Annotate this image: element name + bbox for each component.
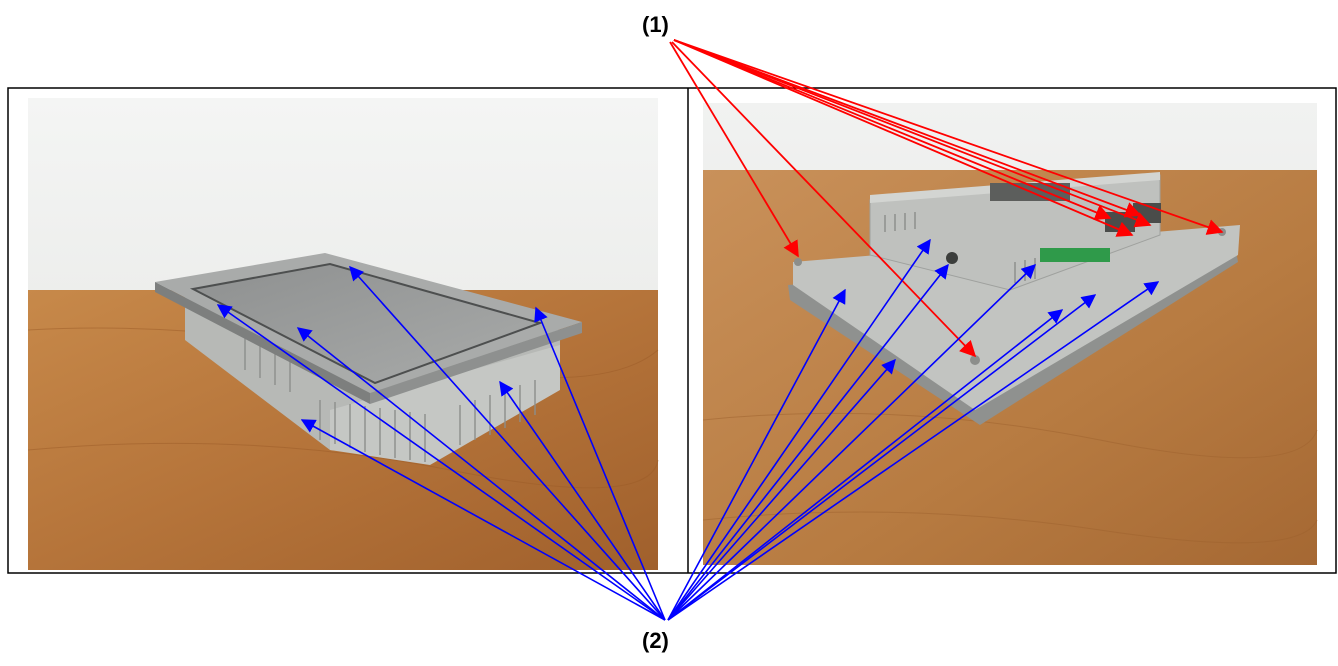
callout-1-arrow-port-3 xyxy=(673,39,1142,218)
callout-2-arrow-l2 xyxy=(296,327,666,621)
callout-2-arrow-l6 xyxy=(534,306,666,621)
callout-2-arrow-l5 xyxy=(499,380,666,621)
figure-frame xyxy=(7,87,1337,574)
callout-2-arrows xyxy=(216,238,1160,621)
callout-2-arrow-l4 xyxy=(300,419,666,621)
callout-2-arrow-l1 xyxy=(216,304,666,621)
callout-label-1: (1) xyxy=(642,12,669,37)
callout-1-arrow-corner-left xyxy=(669,41,799,258)
callout-2-arrow-r1 xyxy=(667,288,846,621)
right-photo xyxy=(702,103,1318,565)
callout-1-arrow-port-4 xyxy=(673,39,1152,228)
callout-1-arrows xyxy=(669,39,1224,358)
callout-2-arrow-r6 xyxy=(667,294,1097,621)
callout-2-arrow-r5 xyxy=(667,263,1037,621)
callout-2-arrow-r8 xyxy=(667,281,1160,621)
callout-1-arrow-port-1 xyxy=(673,39,1112,220)
callout-1-arrow-port-2 xyxy=(673,39,1134,237)
callout-2-arrow-r2 xyxy=(667,358,896,621)
callout-1-arrow-screw-bottom xyxy=(671,41,977,358)
left-photo xyxy=(27,98,659,570)
callout-2-arrow-r4 xyxy=(667,263,949,621)
callout-2-arrow-l3 xyxy=(349,265,666,621)
callout-2-arrow-r7 xyxy=(667,309,1064,621)
callout-2-arrow-r3 xyxy=(667,238,931,621)
callout-1-arrow-corner-right xyxy=(673,39,1224,235)
callout-label-2: (2) xyxy=(642,628,669,653)
